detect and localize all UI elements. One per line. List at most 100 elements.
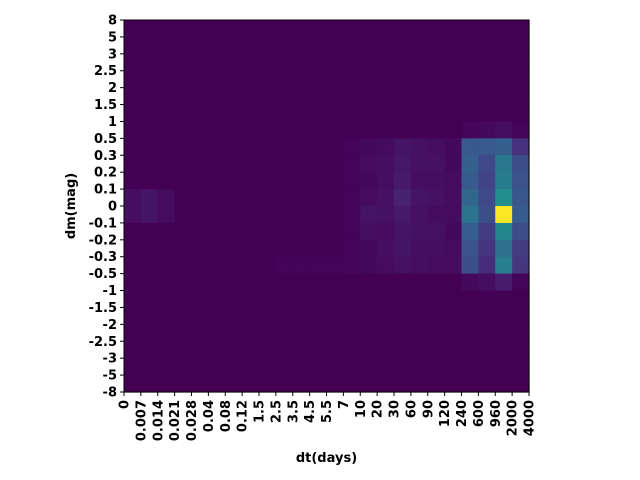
heatmap-cell	[427, 121, 446, 139]
heatmap-cell	[495, 70, 513, 89]
heatmap-cell	[444, 189, 463, 207]
heatmap-cell	[208, 256, 226, 275]
heatmap-cell	[478, 239, 496, 258]
heatmap-cell	[461, 138, 479, 156]
heatmap-cell	[174, 138, 193, 156]
heatmap-cell	[377, 307, 395, 325]
heatmap-cell	[394, 290, 412, 309]
heatmap-cell	[191, 375, 209, 393]
heatmap-cell	[292, 121, 311, 139]
x-tick-label: 0.08	[219, 400, 234, 432]
heatmap-cell	[225, 375, 243, 393]
heatmap-cell	[157, 222, 176, 241]
heatmap-cell	[343, 104, 361, 123]
heatmap-cell	[208, 172, 226, 190]
heatmap-cell	[292, 20, 311, 38]
heatmap-cell	[225, 36, 243, 55]
heatmap-cell	[225, 222, 243, 241]
heatmap-cell	[461, 189, 479, 207]
y-axis: 85 3 2.5 2 1.5 1 0.5 0.3 0.2 0.1 0-0.1 -0.2 -0.3 -0.5…	[89, 14, 124, 401]
y-tick-label: -0.3	[89, 250, 117, 265]
heatmap-cell	[461, 341, 479, 359]
heatmap-cell	[242, 239, 260, 258]
heatmap-cell	[259, 290, 277, 309]
x-tick-label: 10	[354, 400, 369, 418]
heatmap-cell	[343, 87, 361, 106]
heatmap-cell	[157, 206, 176, 224]
heatmap-cell	[360, 104, 378, 123]
heatmap-cell	[444, 104, 463, 123]
heatmap-cell	[461, 307, 479, 325]
heatmap-cell	[191, 189, 209, 207]
y-tick-label: 0.3	[94, 149, 117, 164]
heatmap-cell	[360, 121, 378, 139]
heatmap-cell	[309, 307, 328, 325]
heatmap-cell	[326, 206, 344, 224]
heatmap-cell	[292, 324, 311, 342]
heatmap-cell	[292, 206, 311, 224]
heatmap-cell	[326, 290, 344, 309]
heatmap-cell	[478, 256, 496, 275]
heatmap-cell	[512, 121, 530, 139]
heatmap-cell	[259, 20, 277, 38]
heatmap-cell	[427, 20, 446, 38]
heatmap-cell	[394, 375, 412, 393]
heatmap-cell	[140, 20, 159, 38]
heatmap-cell	[309, 172, 328, 190]
y-tick-label: 0.5	[94, 132, 117, 147]
heatmap-cell	[124, 256, 142, 275]
heatmap-cell	[427, 324, 446, 342]
heatmap-cell	[124, 53, 142, 72]
heatmap-cell	[444, 324, 463, 342]
heatmap-cell	[495, 20, 513, 38]
heatmap-cell	[174, 222, 193, 241]
x-tick-label: 7	[337, 400, 352, 409]
heatmap-cell	[174, 239, 193, 258]
heatmap-cell	[377, 20, 395, 38]
heatmap-cell	[326, 121, 344, 139]
heatmap-cell	[326, 375, 344, 393]
heatmap-cell	[427, 273, 446, 292]
heatmap-cell	[394, 222, 412, 241]
heatmap-cell	[275, 189, 294, 207]
heatmap-cell	[275, 290, 294, 309]
heatmap-cell	[512, 138, 530, 156]
heatmap-cell	[174, 20, 193, 38]
heatmap-cell	[360, 87, 378, 106]
heatmap-cell	[461, 53, 479, 72]
heatmap-cell	[259, 239, 277, 258]
heatmap-cell	[478, 172, 496, 190]
heatmap-cell	[410, 307, 429, 325]
heatmap-cell	[360, 155, 378, 173]
heatmap-cell	[309, 358, 328, 376]
heatmap-cell	[275, 307, 294, 325]
heatmap-cell	[191, 36, 209, 55]
heatmap-cell	[512, 70, 530, 89]
heatmap-cell	[377, 273, 395, 292]
heatmap-cell	[140, 290, 159, 309]
heatmap-cell	[478, 273, 496, 292]
heatmap-cell	[394, 20, 412, 38]
heatmap-cell	[208, 239, 226, 258]
heatmap-cell	[377, 358, 395, 376]
heatmap-cell	[275, 273, 294, 292]
heatmap-cell	[292, 36, 311, 55]
heatmap-cell	[292, 307, 311, 325]
heatmap-cell	[309, 222, 328, 241]
heatmap-cell	[360, 53, 378, 72]
heatmap-cell	[444, 375, 463, 393]
heatmap-cell	[259, 324, 277, 342]
heatmap-cell	[360, 206, 378, 224]
heatmap-cell	[478, 341, 496, 359]
heatmap-cell	[140, 256, 159, 275]
heatmap-cell	[157, 36, 176, 55]
heatmap-cell	[259, 358, 277, 376]
heatmap-cell	[377, 138, 395, 156]
heatmap-cell	[208, 104, 226, 123]
heatmap-cell	[394, 358, 412, 376]
heatmap-cell	[174, 104, 193, 123]
heatmap-cell	[124, 121, 142, 139]
heatmap-cell	[394, 121, 412, 139]
heatmap-cell	[309, 104, 328, 123]
heatmap-cell	[259, 104, 277, 123]
